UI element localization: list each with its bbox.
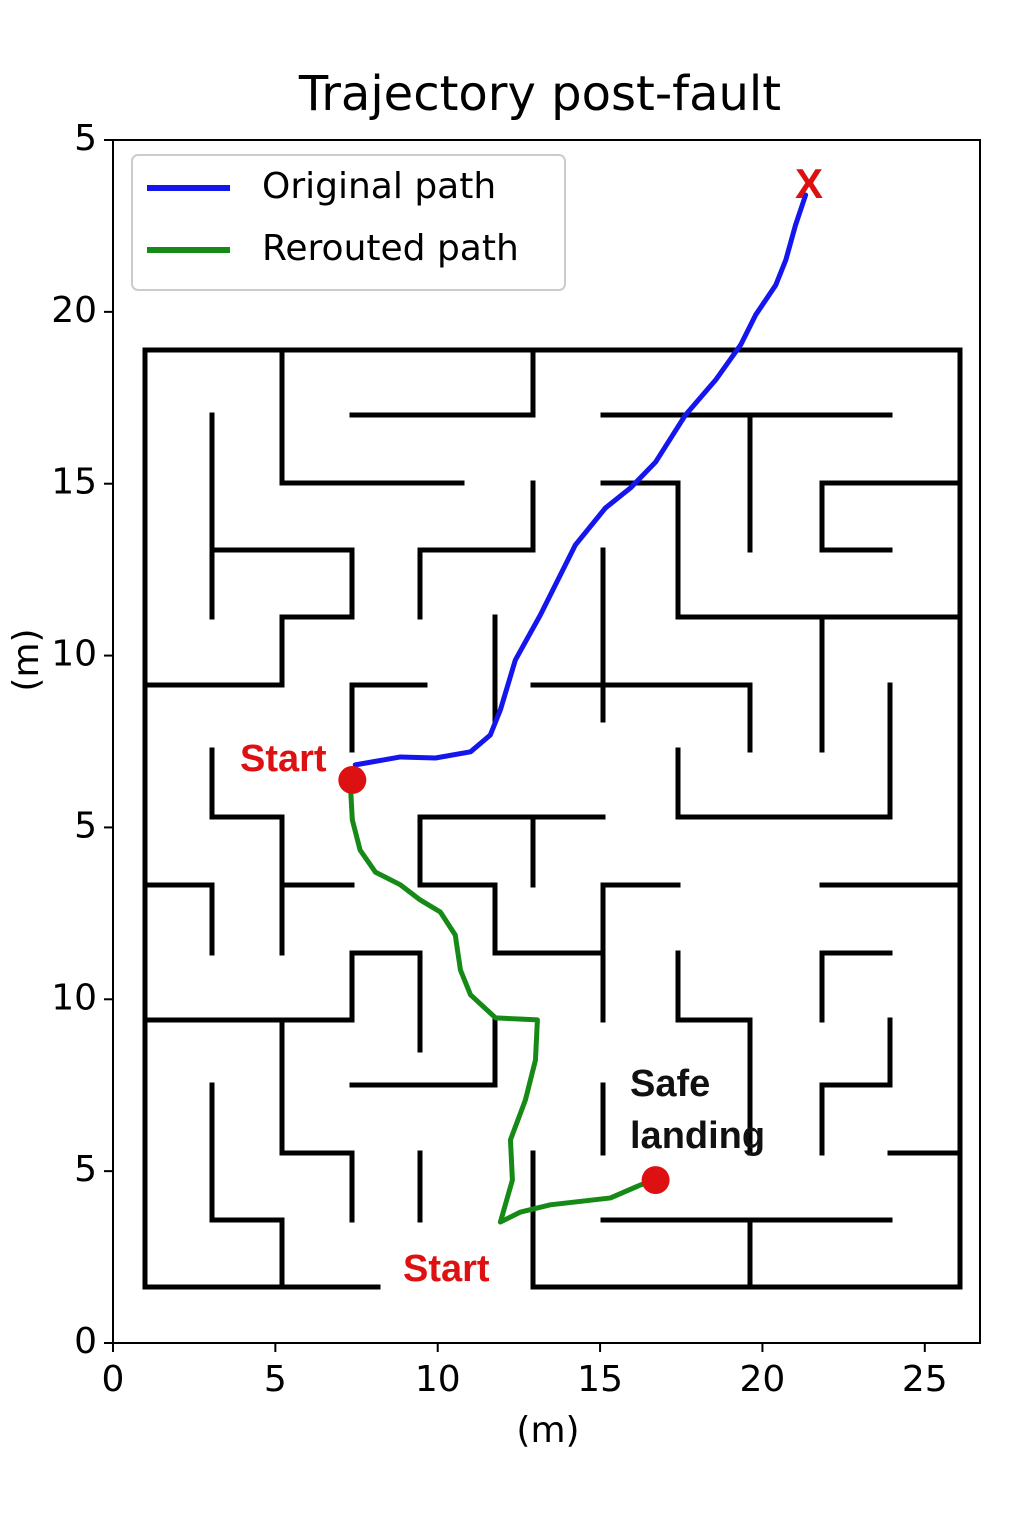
marker bbox=[641, 1166, 670, 1195]
x-tick-label: 25 bbox=[902, 1359, 948, 1400]
y-tick-label: 10 bbox=[51, 977, 97, 1018]
marker bbox=[338, 765, 367, 794]
y-axis-label: (m) bbox=[6, 628, 47, 691]
legend-label: Rerouted path bbox=[262, 228, 519, 269]
series-line bbox=[347, 782, 659, 1225]
x-tick-label: 15 bbox=[577, 1359, 623, 1400]
series-line bbox=[352, 192, 809, 768]
annotation: Safe landing bbox=[630, 1063, 766, 1157]
y-tick-label: 5 bbox=[74, 1149, 97, 1190]
maze-walls bbox=[142, 347, 963, 1290]
x-tick-label: 0 bbox=[102, 1359, 125, 1400]
annotation: Start bbox=[240, 738, 327, 780]
y-tick-label: 20 bbox=[51, 290, 97, 331]
plot-frame bbox=[112, 139, 981, 1344]
y-tick-label: 5 bbox=[74, 118, 97, 159]
chart-title: Trajectory post-fault bbox=[298, 66, 781, 122]
y-tick-label: 5 bbox=[74, 805, 97, 846]
y-tick-label: 0 bbox=[74, 1321, 97, 1362]
legend-label: Original path bbox=[262, 166, 496, 207]
x-tick-label: 5 bbox=[264, 1359, 287, 1400]
annotation: X bbox=[795, 160, 824, 207]
x-tick-label: 10 bbox=[415, 1359, 461, 1400]
y-tick-label: 15 bbox=[51, 462, 97, 503]
annotation: Start bbox=[403, 1248, 490, 1290]
x-tick-label: 20 bbox=[740, 1359, 786, 1400]
legend-box bbox=[131, 154, 566, 291]
y-tick-label: 10 bbox=[51, 634, 97, 675]
x-axis-label: (m) bbox=[516, 1410, 579, 1451]
legend: Original path Rerouted path bbox=[131, 154, 566, 291]
